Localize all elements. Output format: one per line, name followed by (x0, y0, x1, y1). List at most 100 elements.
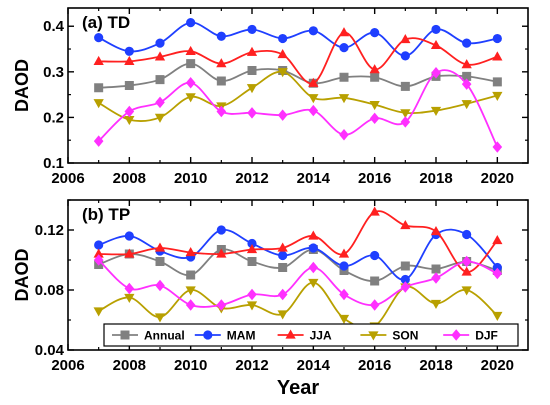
legend-marker (451, 329, 462, 341)
data-point-jja-2011 (216, 248, 227, 258)
data-point-son-2012 (246, 301, 258, 311)
x-tick-label: 2016 (358, 357, 391, 374)
data-point-son-2014 (308, 94, 319, 104)
data-point-jja-2008 (124, 248, 135, 258)
data-point-jja-2007 (93, 55, 104, 65)
x-axis-label: Year (277, 377, 319, 399)
data-point-annual-2012 (247, 65, 257, 75)
data-point-djf-2011 (216, 299, 227, 311)
plot-frame (67, 199, 529, 351)
y-axis-label: DAOD (12, 249, 32, 302)
data-point-djf-2012 (247, 107, 257, 119)
data-point-djf-2017 (400, 281, 411, 293)
data-point-jja-2011 (216, 58, 227, 68)
x-tick-label: 2018 (419, 170, 452, 187)
data-point-djf-2018 (431, 272, 441, 284)
data-point-annual-2020 (492, 77, 502, 87)
data-point-mam-2015 (339, 261, 349, 271)
data-point-djf-2017 (400, 116, 411, 128)
series-mam (94, 225, 502, 285)
legend-item-djf: DJF (443, 329, 498, 343)
data-point-son-2010 (185, 286, 196, 296)
data-point-mam-2008 (124, 46, 134, 56)
data-point-mam-2008 (124, 231, 134, 241)
data-point-son-2007 (93, 99, 104, 109)
plot-frame (67, 7, 529, 164)
legend-item-jja: JJA (277, 329, 332, 343)
data-point-son-2016 (369, 100, 380, 111)
data-point-mam-2014 (308, 26, 318, 36)
x-tick-label: 2006 (51, 357, 84, 374)
x-tick-label: 2008 (113, 357, 146, 374)
data-point-mam-2015 (339, 43, 349, 53)
data-point-son-2009 (154, 113, 166, 123)
y-tick-label: 0.1 (43, 155, 64, 172)
legend-label: MAM (227, 329, 256, 343)
data-point-son-2019 (461, 100, 472, 110)
data-point-jja-2012 (246, 244, 258, 254)
data-point-mam-2013 (278, 33, 288, 44)
x-tick-label: 2012 (235, 357, 268, 374)
data-point-jja-2020 (492, 235, 503, 245)
data-point-mam-2019 (462, 38, 472, 48)
y-tick-label: 0.08 (35, 282, 64, 299)
data-point-son-2014 (308, 278, 319, 288)
data-point-jja-2013 (277, 49, 288, 59)
legend-label: DJF (475, 329, 498, 343)
data-point-son-2007 (93, 307, 104, 317)
y-tick-label: 0.2 (43, 109, 64, 126)
data-point-jja-2016 (369, 206, 380, 216)
data-point-djf-2007 (93, 135, 104, 147)
data-point-jja-2018 (430, 39, 442, 50)
x-tick-label: 2018 (419, 357, 452, 374)
legend-marker (285, 329, 296, 339)
x-tick-label: 2014 (297, 357, 331, 374)
series-line-jja (98, 31, 498, 85)
legend-item-annual: Annual (112, 329, 185, 343)
data-point-mam-2012 (247, 24, 257, 35)
y-axis-label: DAOD (12, 59, 32, 112)
data-point-jja-2017 (400, 34, 411, 44)
x-tick-label: 2020 (481, 170, 514, 187)
data-point-djf-2014 (308, 104, 319, 117)
data-point-djf-2016 (369, 112, 380, 125)
series-djf (93, 67, 503, 153)
data-point-djf-2018 (431, 67, 441, 79)
data-point-djf-2012 (247, 288, 257, 301)
data-point-djf-2010 (185, 299, 196, 311)
data-point-son-2015 (338, 314, 350, 324)
data-point-jja-2016 (369, 64, 380, 74)
data-point-jja-2015 (338, 27, 350, 37)
data-point-djf-2014 (308, 261, 319, 274)
series-mam (94, 17, 502, 61)
data-point-jja-2009 (154, 242, 166, 252)
data-point-mam-2011 (216, 225, 226, 235)
data-point-son-2018 (430, 299, 442, 309)
legend-box (103, 323, 519, 347)
data-point-son-2015 (338, 94, 350, 104)
legend-marker (120, 330, 130, 340)
data-point-jja-2010 (185, 45, 196, 55)
data-point-djf-2008 (124, 282, 135, 295)
data-point-annual-2018 (431, 264, 441, 274)
data-point-son-2013 (277, 68, 288, 78)
y-tick-label: 0.04 (35, 342, 65, 359)
data-point-mam-2018 (431, 24, 441, 35)
x-tick-label: 2010 (174, 357, 207, 374)
x-tick-label: 2008 (113, 170, 146, 187)
data-point-mam-2017 (400, 51, 410, 61)
legend-item-son: SON (360, 329, 418, 343)
data-point-jja-2019 (461, 266, 472, 276)
legend-item-mam: MAM (194, 329, 256, 343)
data-point-jja-2019 (461, 59, 472, 69)
data-point-annual-2017 (400, 81, 410, 91)
legend-label: Annual (144, 329, 185, 343)
data-point-son-2012 (246, 84, 258, 94)
x-tick-label: 2012 (235, 170, 268, 187)
data-point-son-2019 (461, 286, 472, 296)
data-point-jja-2017 (400, 220, 411, 230)
data-point-mam-2020 (492, 33, 502, 44)
x-tick-label: 2014 (297, 170, 331, 187)
x-tick-label: 2006 (51, 170, 84, 187)
